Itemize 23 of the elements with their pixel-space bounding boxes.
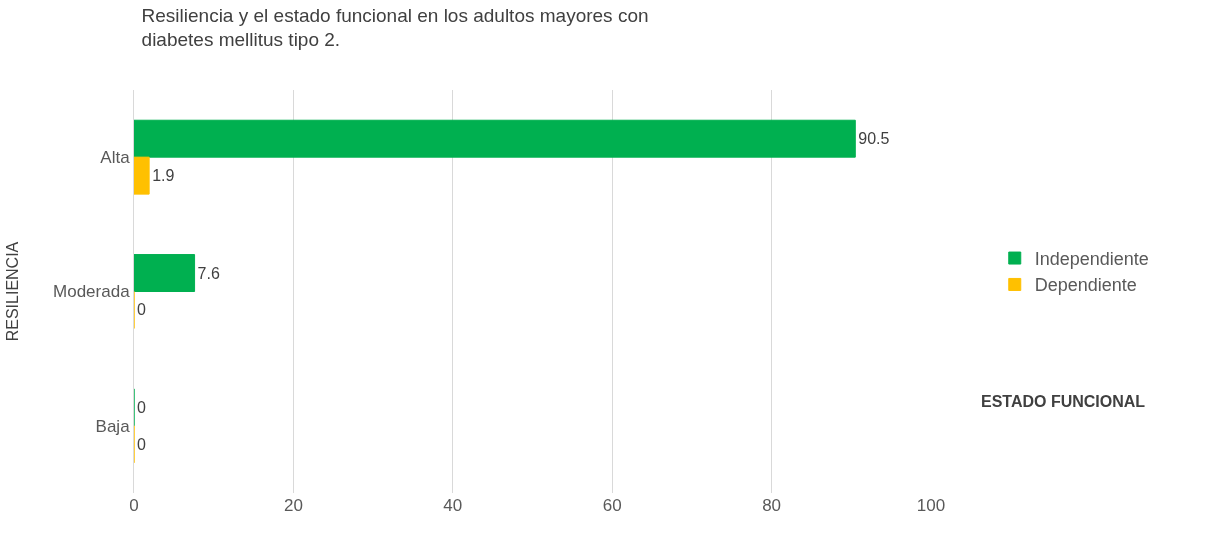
y-tick-label: Alta — [100, 148, 131, 168]
y-axis-title: RESILIENCIA — [3, 241, 21, 342]
legend-label: Independiente — [1034, 249, 1149, 270]
data-label: 90.5 — [858, 130, 890, 148]
x-tick-label: 60 — [602, 496, 622, 515]
bar — [134, 156, 150, 195]
data-label: 1.9 — [152, 167, 175, 185]
data-label: 0 — [137, 398, 146, 416]
chart-title: Resiliencia y el estado funcional en los adultos mayores con diabetes mellitus tipo 2. — [141, 4, 649, 51]
x-tick-label: 0 — [129, 496, 139, 515]
bar — [134, 119, 856, 158]
x-axis-title: ESTADO FUNCIONAL — [981, 393, 1146, 410]
bar — [134, 254, 196, 292]
data-label: 0 — [137, 301, 146, 319]
x-tick-label: 40 — [443, 496, 463, 515]
y-tick-label: Baja — [95, 416, 131, 436]
y-tick-label: Moderada — [53, 282, 131, 302]
data-label: 0 — [137, 435, 146, 453]
legend-label: Dependiente — [1034, 275, 1137, 296]
x-tick-label: 20 — [283, 496, 303, 515]
x-tick-label: 100 — [916, 496, 946, 515]
x-tick-label: 80 — [762, 496, 782, 515]
data-label: 7.6 — [197, 264, 220, 282]
